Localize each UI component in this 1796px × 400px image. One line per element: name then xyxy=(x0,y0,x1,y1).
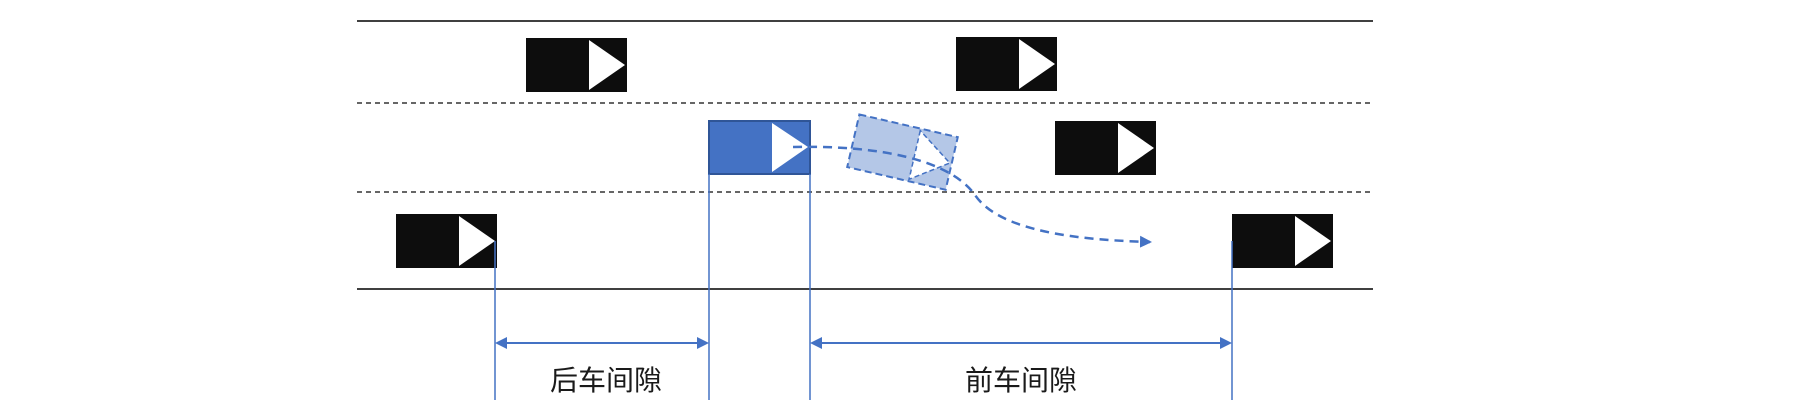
front-gap-label: 前车间隙 xyxy=(965,364,1077,397)
vehicle-icon xyxy=(1232,214,1333,268)
rear-gap-label: 后车间隙 xyxy=(550,364,662,397)
ghost-vehicle-icon xyxy=(846,113,959,191)
vehicle-icon xyxy=(1055,121,1156,175)
vehicle-icon xyxy=(396,214,497,268)
vehicle-icon xyxy=(526,38,627,92)
vehicle-icon xyxy=(956,37,1057,91)
